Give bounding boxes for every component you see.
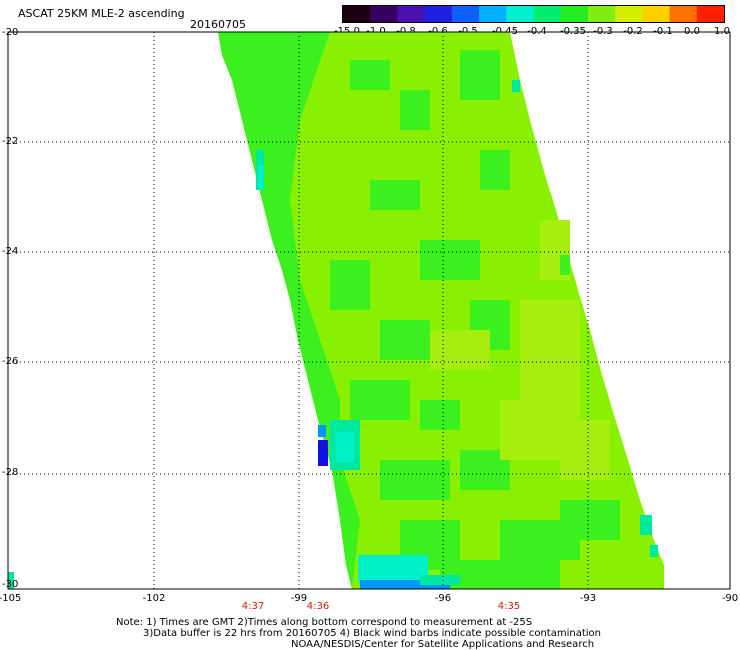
time-label: 4:37 [241, 601, 265, 612]
swath-cell [336, 432, 354, 462]
color-scale-bar [342, 5, 725, 23]
lon-label: -99 [290, 593, 308, 604]
swath-cell [400, 90, 430, 130]
swath-cell [640, 515, 652, 535]
color-scale-swatch [451, 6, 480, 22]
lat-label: -30 [2, 579, 19, 590]
note-line-3: NOAA/NESDIS/Center for Satellite Applica… [291, 639, 595, 650]
lat-label: -28 [2, 467, 19, 478]
swath-data-layer [8, 32, 664, 589]
lon-label: -90 [721, 593, 739, 604]
color-scale-swatch [587, 6, 616, 22]
color-scale-swatch [479, 6, 507, 22]
lat-label: -20 [2, 27, 19, 38]
color-scale-swatch [642, 6, 671, 22]
color-scale-swatch [424, 6, 453, 22]
swath-cell [318, 425, 326, 437]
swath-cell [650, 545, 658, 557]
color-scale-swatch [560, 6, 589, 22]
color-scale-swatch [397, 6, 426, 22]
swath-green-band [218, 32, 360, 589]
swath-cell [380, 320, 430, 360]
note-line-1: Note: 1) Times are GMT 2)Times along bot… [116, 617, 533, 628]
swath-cell-low-value [318, 440, 328, 466]
swath-cell [460, 50, 500, 100]
color-scale-swatch [696, 6, 724, 22]
color-scale-swatch [370, 6, 399, 22]
swath-cell [8, 572, 14, 589]
swath-cell [330, 260, 370, 310]
color-scale-swatch [533, 6, 562, 22]
swath-cell [420, 400, 460, 430]
swath-cell [512, 80, 520, 92]
note-line-2: 3)Data buffer is 22 hrs from 20160705 4)… [143, 628, 601, 639]
swath-cell [520, 300, 580, 400]
swath-cell [560, 255, 570, 275]
lon-label: -93 [579, 593, 597, 604]
time-label: 4:36 [306, 601, 330, 612]
color-scale-swatch [506, 6, 535, 22]
lat-label: -22 [2, 136, 19, 147]
lat-lon-grid [8, 32, 730, 589]
color-scale-swatch [343, 6, 371, 22]
swath-cell [560, 420, 610, 480]
map-frame [7, 31, 731, 590]
swath-cell [370, 180, 420, 210]
scatterometer-map [7, 31, 731, 590]
swath-cell [420, 575, 460, 585]
product-date: 20160705 [190, 18, 246, 31]
lon-label: -105 [0, 593, 22, 604]
swath-cell [430, 330, 490, 370]
swath-cell [350, 60, 390, 90]
swath-cell [350, 380, 410, 420]
time-label: 4:35 [497, 601, 521, 612]
swath-cell [480, 150, 510, 190]
lon-label: -102 [142, 593, 166, 604]
swath-cell [560, 500, 620, 540]
swath-cell [420, 240, 480, 280]
product-title: ASCAT 25KM MLE-2 ascending [18, 7, 185, 20]
swath-cell [360, 580, 450, 589]
color-scale-gradient [343, 6, 724, 22]
color-scale-swatch [669, 6, 698, 22]
color-scale-swatch [615, 6, 643, 22]
lat-label: -26 [2, 356, 19, 367]
swath-cell [358, 555, 428, 583]
lat-label: -24 [2, 246, 19, 257]
lon-label: -96 [434, 593, 452, 604]
swath-cell [258, 165, 264, 190]
swath-cell [380, 460, 450, 500]
